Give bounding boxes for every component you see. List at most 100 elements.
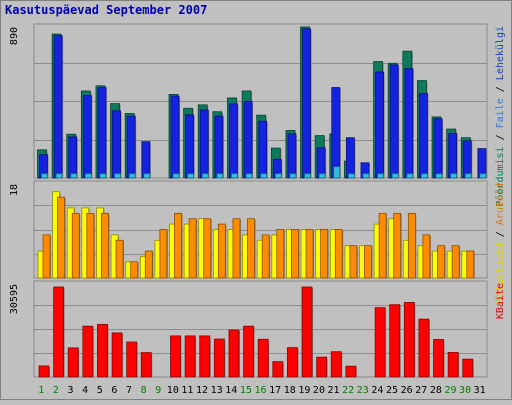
sites-bar-12 — [203, 218, 212, 279]
sites-bar-29-fill — [451, 245, 460, 279]
sites-bar-23-fill — [364, 245, 372, 279]
day-label-23: 23 — [357, 385, 369, 396]
sites-bar-22-fill — [349, 245, 358, 279]
kbytes-bar-3-fill — [67, 347, 79, 378]
files-bar-5 — [99, 173, 107, 179]
sites-bar-27-fill — [422, 234, 431, 279]
files-bar-26 — [406, 173, 414, 179]
sites-bar-26-fill — [407, 212, 416, 279]
sites-bar-16-fill — [261, 234, 270, 279]
kbytes-bar-17 — [272, 361, 284, 378]
files-bar-11 — [187, 173, 195, 179]
panel-0-ymax-label: 890 — [9, 27, 20, 45]
sites-bar-24 — [378, 212, 388, 279]
kbytes-bar-21-fill — [330, 351, 342, 378]
pages-bar-26-fill — [404, 68, 414, 179]
day-label-7: 7 — [126, 385, 132, 396]
series-label-0: Pöördumisi — [495, 146, 506, 206]
day-label-6: 6 — [111, 385, 117, 396]
day-label-20: 20 — [313, 385, 325, 396]
day-label-27: 27 — [415, 385, 427, 396]
sites-bar-28-fill — [437, 245, 445, 279]
kbytes-bar-16 — [257, 338, 270, 378]
day-label-19: 19 — [298, 385, 310, 396]
sites-bar-18 — [291, 229, 300, 279]
pages-bar-21-fill — [331, 87, 341, 179]
pages-bar-26 — [404, 68, 414, 179]
kbytes-bar-8-fill — [140, 352, 152, 378]
kbytes-bar-13-fill — [213, 338, 225, 378]
kbytes-bar-10 — [170, 335, 182, 378]
files-bar-17 — [274, 173, 283, 179]
sites-bar-24-fill — [378, 212, 387, 279]
pages-bar-22-fill — [345, 137, 355, 179]
files-bar-28-fill — [435, 173, 443, 179]
pages-bar-13-fill — [214, 115, 224, 179]
kbytes-bar-24 — [374, 307, 387, 378]
sites-bar-20-fill — [320, 229, 329, 279]
files-bar-13-fill — [216, 173, 224, 179]
kbytes-bar-22-fill — [345, 365, 357, 378]
day-label-24: 24 — [371, 385, 383, 396]
sites-bar-8 — [144, 250, 154, 279]
kbytes-bar-22 — [345, 365, 357, 378]
day-label-26: 26 — [401, 385, 413, 396]
chart-title: Kasutuspäevad September 2007 — [5, 3, 207, 17]
pages-bar-29-fill — [448, 132, 458, 179]
files-bar-8-fill — [143, 173, 151, 179]
sites-bar-19 — [305, 229, 315, 279]
day-label-21: 21 — [328, 385, 340, 396]
sites-bar-26 — [407, 212, 417, 279]
day-label-1: 1 — [38, 385, 44, 396]
sites-bar-14-fill — [232, 218, 241, 279]
day-label-4: 4 — [82, 385, 88, 396]
day-label-22: 22 — [342, 385, 354, 396]
kbytes-bar-26 — [403, 302, 416, 378]
files-bar-31 — [479, 173, 487, 179]
pages-bar-7 — [126, 115, 137, 179]
pages-bar-10 — [170, 95, 181, 179]
pages-bar-11 — [185, 114, 195, 179]
kbytes-bar-15 — [243, 325, 255, 378]
sites-bar-4 — [86, 212, 95, 279]
day-label-2: 2 — [53, 385, 59, 396]
kbytes-bar-12-fill — [199, 335, 211, 378]
sites-bar-4-fill — [86, 212, 95, 279]
pages-bar-28 — [433, 118, 444, 179]
kbytes-bar-19-fill — [301, 286, 313, 378]
kbytes-bar-15-fill — [243, 325, 254, 378]
kbytes-bar-19 — [301, 286, 314, 378]
pages-bar-10-fill — [170, 95, 180, 179]
files-bar-6 — [114, 173, 122, 179]
kbytes-bar-8 — [140, 352, 153, 378]
sites-bar-1 — [42, 234, 51, 279]
sites-bar-30 — [466, 250, 475, 279]
files-bar-14 — [231, 173, 239, 179]
pages-bar-22 — [345, 137, 356, 179]
files-bar-10-fill — [172, 173, 180, 179]
sites-bar-29 — [451, 245, 461, 279]
pages-bar-11-fill — [185, 114, 195, 179]
kbytes-bar-30-fill — [462, 358, 474, 378]
pages-bar-3-fill — [68, 136, 78, 179]
sites-bar-23 — [364, 245, 373, 279]
kbytes-bar-17-fill — [272, 361, 284, 378]
kbytes-bar-27 — [418, 318, 430, 378]
files-bar-25-fill — [391, 173, 399, 179]
sites-bar-28 — [437, 245, 446, 279]
sites-bar-2-fill — [57, 196, 66, 279]
sites-bar-1-fill — [42, 234, 51, 279]
day-label-15: 15 — [240, 385, 252, 396]
pages-bar-21 — [331, 87, 341, 179]
pages-bar-5-fill — [97, 87, 107, 179]
pages-bar-16-fill — [258, 120, 268, 179]
pages-bar-12-fill — [199, 109, 209, 179]
files-bar-21 — [333, 166, 341, 179]
sites-bar-20 — [320, 229, 329, 279]
kbytes-bar-21 — [330, 351, 343, 378]
sites-bar-13 — [217, 223, 227, 279]
files-bar-26-fill — [406, 173, 414, 179]
kbytes-bar-5-fill — [97, 323, 108, 378]
pages-bar-3 — [68, 136, 78, 179]
files-bar-22-fill — [347, 173, 355, 179]
